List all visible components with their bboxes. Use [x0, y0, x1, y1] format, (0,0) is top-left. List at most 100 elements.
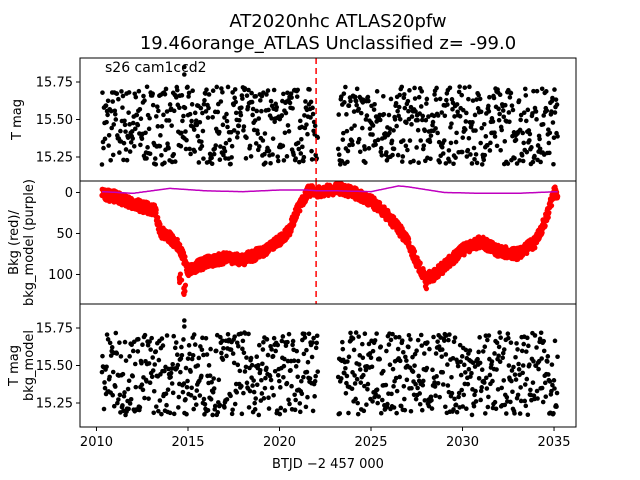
mag-point: [108, 157, 113, 163]
mag-point: [218, 334, 223, 340]
mag-point: [472, 156, 477, 162]
mag-point: [527, 138, 532, 143]
mag-point: [303, 99, 308, 104]
mag-point: [149, 374, 155, 380]
mag-point: [200, 110, 205, 116]
mag-point: [264, 365, 269, 371]
mag-point: [187, 351, 192, 357]
mag-point: [211, 386, 217, 391]
mag-point: [221, 345, 226, 351]
mag-point: [486, 333, 492, 338]
mag-point: [253, 396, 259, 401]
mag-point: [151, 388, 157, 394]
mag-point: [288, 368, 293, 373]
mag-point: [551, 135, 557, 141]
mag-point: [508, 399, 513, 405]
mag-point: [339, 158, 345, 164]
mag-point: [241, 390, 246, 396]
mag-point: [358, 110, 364, 116]
mag-point: [393, 335, 398, 340]
mag-point: [280, 334, 286, 339]
mag-point: [469, 412, 475, 418]
mag-point: [534, 345, 539, 350]
bkg-point: [545, 214, 551, 221]
mag-point: [521, 140, 527, 146]
mag-point: [393, 375, 399, 381]
mag-point: [468, 152, 473, 157]
mag-point: [518, 117, 523, 123]
mag-point: [153, 114, 159, 119]
mag-point: [266, 107, 271, 113]
mag-point: [243, 156, 249, 161]
mag-point: [460, 135, 466, 140]
mag-point: [439, 354, 445, 359]
mag-point: [151, 410, 157, 416]
mag-point: [510, 389, 515, 395]
mag-point: [494, 367, 499, 372]
mag-point: [356, 136, 362, 142]
mag-point: [292, 392, 297, 398]
mag-point: [496, 353, 501, 359]
mag-point: [262, 151, 267, 157]
mag-point: [120, 105, 125, 110]
mag-point: [377, 357, 383, 362]
mag-point: [250, 383, 255, 388]
mag-point: [538, 330, 544, 336]
mag-point: [507, 119, 512, 125]
mag-point: [434, 85, 439, 91]
mag-point: [362, 383, 367, 389]
mag-point: [125, 135, 131, 140]
mag-point: [202, 401, 208, 407]
mag-point: [110, 152, 116, 158]
mag-point: [461, 392, 467, 398]
mag-point: [351, 347, 357, 353]
y-axis-label: Bkg (red)/bkg_model (purple): [7, 179, 37, 306]
mag-point: [363, 117, 369, 122]
mag-point: [505, 161, 511, 166]
mag-point: [159, 124, 165, 129]
mag-point: [500, 350, 506, 356]
mag-point: [146, 396, 151, 401]
mag-point: [407, 138, 413, 143]
mag-point: [349, 126, 354, 131]
mag-point: [408, 337, 413, 342]
mag-point: [145, 145, 150, 150]
mag-point: [144, 84, 150, 90]
mag-point: [373, 391, 378, 397]
mag-point: [254, 382, 260, 388]
mag-point: [167, 102, 173, 107]
mag-point: [378, 145, 384, 151]
mag-point: [391, 405, 397, 410]
mag-point: [357, 367, 363, 372]
mag-point: [343, 84, 348, 90]
mag-point: [502, 402, 508, 408]
mag-point: [156, 408, 161, 414]
mag-point: [447, 332, 452, 337]
mag-point: [139, 382, 145, 387]
mag-point: [437, 394, 442, 400]
mag-point: [299, 136, 304, 142]
x-tick-label: 2025: [354, 435, 387, 450]
mag-point: [199, 347, 205, 353]
mag-point: [415, 337, 421, 343]
mag-point: [150, 102, 156, 108]
mag-point: [199, 373, 204, 379]
mag-point: [496, 117, 502, 123]
mag-point: [550, 120, 556, 125]
mag-point: [435, 113, 441, 118]
mag-point: [163, 391, 169, 396]
mag-point: [497, 330, 502, 335]
mag-point: [142, 395, 147, 401]
mag-point: [433, 351, 439, 356]
mag-point: [265, 352, 271, 358]
mag-point: [274, 104, 280, 110]
mag-point: [220, 338, 225, 344]
mag-point: [189, 118, 194, 124]
mag-point: [147, 115, 152, 121]
mag-point: [551, 161, 556, 167]
mag-point: [150, 355, 155, 360]
mag-point: [415, 127, 421, 133]
mag-point: [508, 340, 514, 345]
mag-point: [551, 378, 557, 383]
mag-point: [304, 369, 310, 375]
